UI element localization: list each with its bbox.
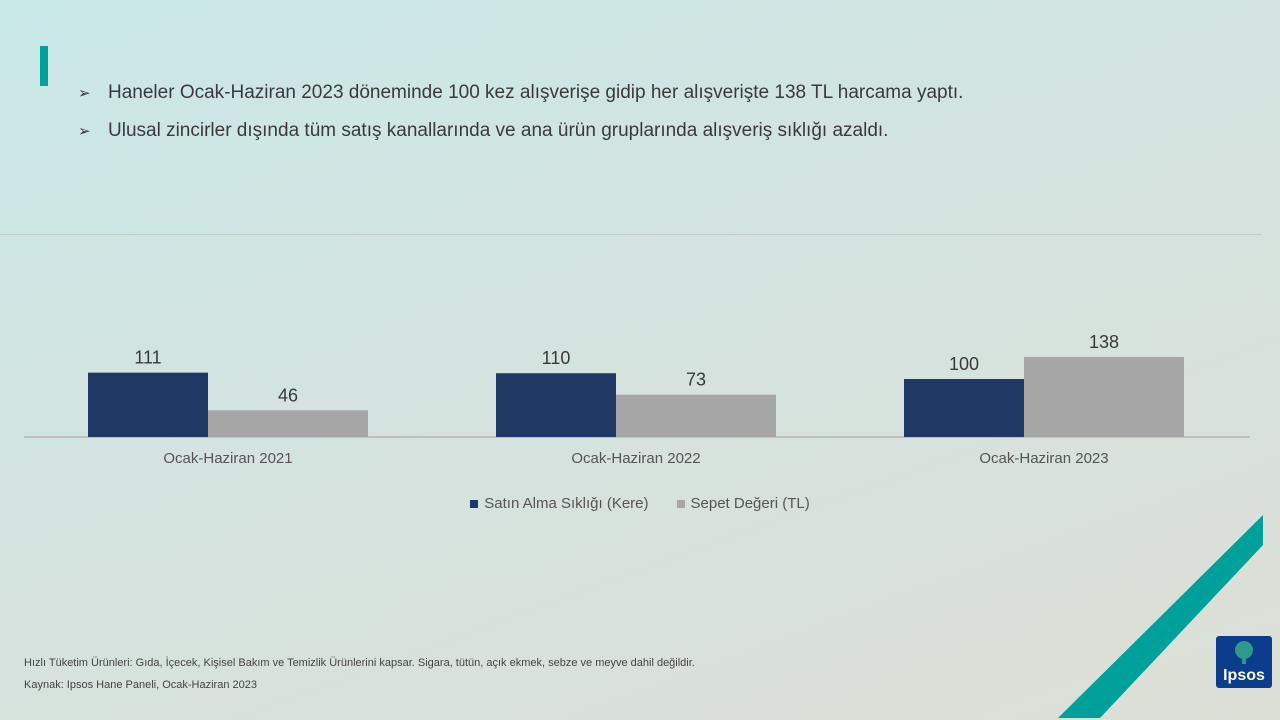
data-label: 100 — [949, 354, 979, 374]
bar-series-1 — [88, 372, 208, 437]
bar-series-2 — [208, 410, 368, 437]
bullet-text: Haneler Ocak-Haziran 2023 döneminde 100 … — [108, 82, 964, 103]
bullet-text: Ulusal zincirler dışında tüm satış kanal… — [108, 120, 889, 141]
bar-chart: 111 46 Ocak-Haziran 2021 110 73 Ocak-Haziran … — [24, 332, 1250, 467]
bar-series-1 — [496, 373, 616, 437]
bar-series-2 — [1024, 357, 1184, 437]
legend-label-series-2: Sepet Değeri (TL) — [690, 495, 810, 512]
x-tick-label: Ocak-Haziran 2021 — [163, 450, 292, 467]
legend-item-series-2: Sepet Değeri (TL) — [676, 495, 810, 512]
data-label: 138 — [1089, 332, 1119, 352]
data-label: 46 — [278, 385, 298, 405]
chart-legend: Satın Alma Sıklığı (Kere) Sepet Değeri (… — [0, 495, 1280, 512]
logo-text: Ipsos — [1223, 667, 1265, 684]
section-divider — [0, 234, 1262, 235]
legend-swatch-series-1 — [470, 499, 479, 508]
bar-series-1 — [904, 379, 1024, 437]
teal-stripe-shape — [1058, 515, 1263, 718]
bullet-item: ➢ Haneler Ocak-Haziran 2023 döneminde 10… — [78, 80, 963, 106]
title-accent-bar — [40, 46, 48, 86]
legend-swatch-series-2 — [676, 499, 685, 508]
ipsos-logo: Ipsos — [1216, 636, 1272, 688]
data-label: 110 — [542, 348, 571, 368]
arrow-bullet-icon: ➢ — [78, 123, 91, 140]
x-tick-label: Ocak-Haziran 2023 — [979, 450, 1108, 467]
legend-item-series-1: Satın Alma Sıklığı (Kere) — [470, 495, 649, 512]
data-label: 111 — [134, 348, 161, 368]
logo-tree-icon — [1235, 641, 1253, 664]
scope-footnote: Hızlı Tüketim Ürünleri: Gıda, İçecek, Ki… — [24, 657, 695, 669]
bar-series-2 — [616, 394, 776, 437]
source-footnote: Kaynak: Ipsos Hane Paneli, Ocak-Haziran … — [24, 679, 257, 691]
bullet-item: ➢ Ulusal zincirler dışında tüm satış kan… — [78, 118, 963, 144]
legend-label-series-1: Satın Alma Sıklığı (Kere) — [484, 495, 649, 512]
summary-bullets: ➢ Haneler Ocak-Haziran 2023 döneminde 10… — [78, 80, 963, 156]
x-tick-label: Ocak-Haziran 2022 — [571, 450, 700, 467]
arrow-bullet-icon: ➢ — [78, 85, 91, 102]
data-label: 73 — [686, 370, 706, 390]
